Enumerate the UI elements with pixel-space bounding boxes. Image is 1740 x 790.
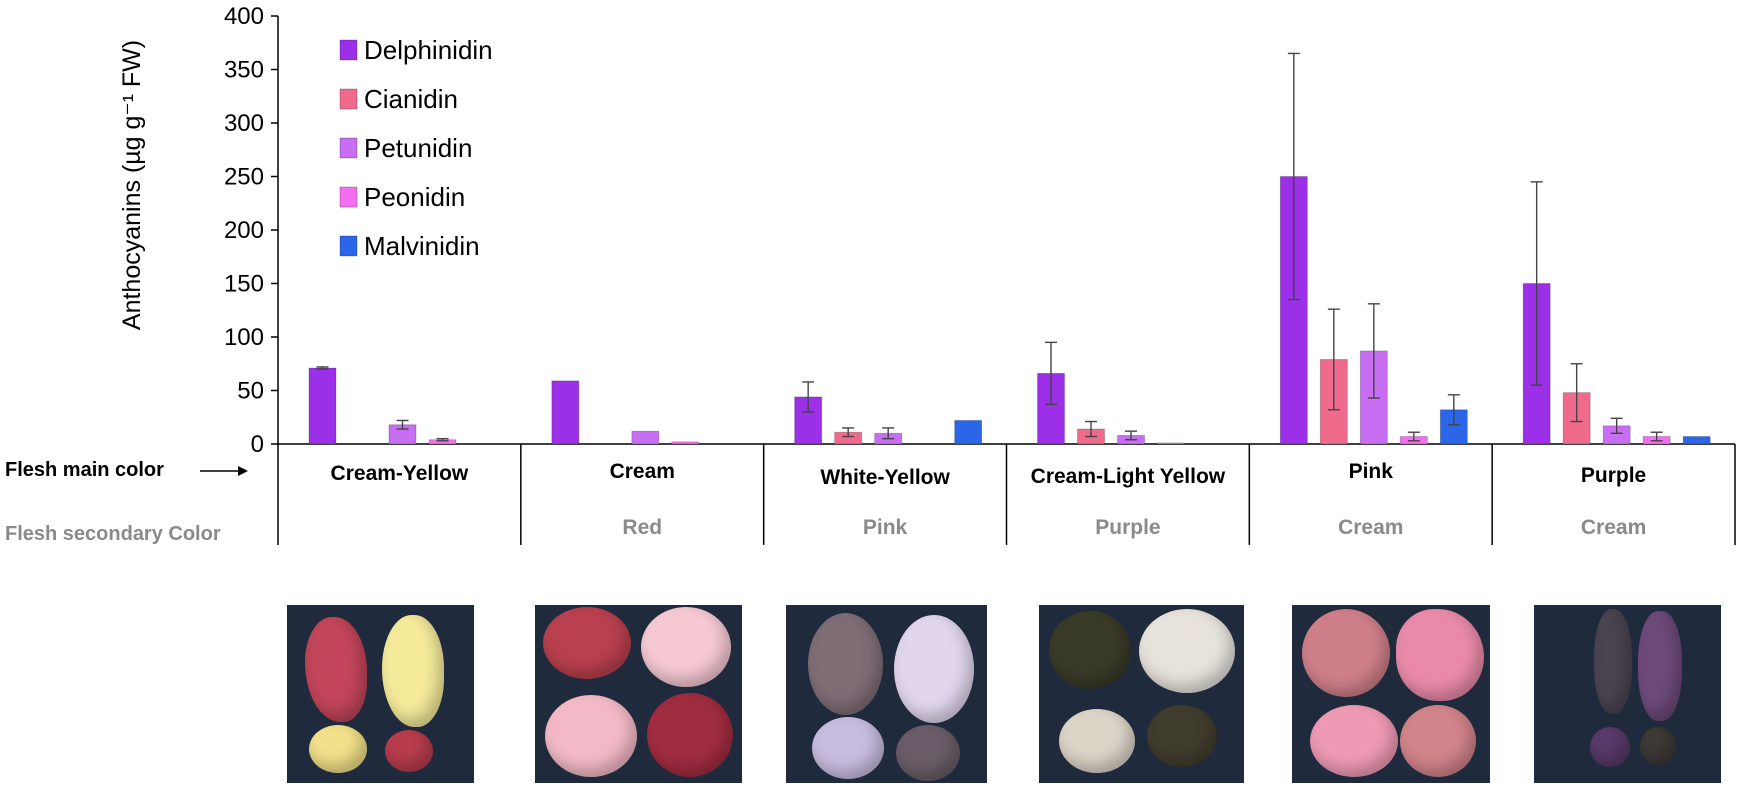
bar [1157, 442, 1185, 445]
tuber-photo [1039, 605, 1244, 783]
row-title-secondary: Flesh secondary Color [5, 523, 221, 545]
tuber-photo [1292, 605, 1490, 783]
potato-image [1302, 609, 1390, 697]
potato-image [1310, 705, 1398, 777]
legend-label: Cianidin [364, 84, 458, 114]
category-secondary-label: Pink [863, 516, 908, 539]
bar [954, 420, 983, 445]
legend-swatch [339, 235, 358, 257]
potato-image [1400, 705, 1476, 777]
category-main-label: Cream-Yellow [331, 462, 469, 485]
y-tick-label: 400 [224, 3, 264, 30]
potato-image [1590, 727, 1630, 767]
potato-image [543, 607, 631, 679]
bar [631, 430, 660, 445]
potato-image [808, 613, 883, 715]
potato-image [305, 617, 367, 722]
bar [308, 367, 337, 445]
bar [671, 441, 700, 445]
potato-image [896, 725, 960, 781]
potato-image [1396, 609, 1484, 701]
y-tick-label: 200 [224, 217, 264, 244]
tuber-photo [287, 605, 474, 783]
potato-image [894, 615, 974, 723]
legend: Delphinidin Cianidin Petunidin Peonidin Malv… [339, 35, 493, 261]
legend-swatch [339, 39, 358, 61]
potato-image [1638, 611, 1682, 721]
tuber-photo [1534, 605, 1721, 783]
y-tick-label: 0 [251, 431, 264, 458]
category-main-label: White-Yellow [820, 466, 950, 489]
legend-label: Peonidin [364, 182, 465, 212]
potato-image [385, 730, 433, 772]
legend-label: Petunidin [364, 133, 472, 163]
row-title-main: Flesh main color [5, 459, 164, 481]
category-secondary-label: Purple [1095, 516, 1160, 539]
legend-label: Delphinidin [364, 35, 493, 65]
category-main-label: Cream-Light Yellow [1031, 465, 1226, 488]
y-axis-label: Anthocyanins (µg g⁻¹ FW) [118, 40, 146, 330]
potato-image [1049, 611, 1131, 689]
potato-image [1640, 727, 1676, 765]
category-secondary-label: Cream [1581, 516, 1646, 539]
legend-swatch [339, 186, 358, 208]
potato-image [647, 693, 733, 777]
category-secondary-label: Cream [1338, 516, 1403, 539]
category-main-label: Cream [610, 460, 675, 483]
y-tick-label: 100 [224, 324, 264, 351]
potato-image [1594, 609, 1632, 714]
category-table: Cream-Yellow Cream Red White-Yellow Pink Crea… [277, 444, 1736, 545]
bar [551, 380, 580, 445]
potato-image [309, 725, 367, 773]
y-tick-label: 350 [224, 57, 264, 84]
y-tick-label: 250 [224, 164, 264, 191]
potato-image [1059, 709, 1135, 773]
y-tick-label: 50 [237, 378, 264, 405]
y-tick-label: 150 [224, 271, 264, 298]
legend-label: Malvinidin [364, 231, 480, 261]
potato-image [1139, 609, 1235, 693]
category-secondary-label: Red [622, 516, 662, 539]
category-main-label: Pink [1349, 460, 1394, 483]
potato-image [1147, 705, 1217, 767]
tuber-photo [535, 605, 742, 783]
category-main-label: Purple [1581, 464, 1646, 487]
bar [1682, 436, 1711, 445]
legend-swatch [339, 137, 358, 159]
tuber-photo [786, 605, 987, 783]
anthocyanin-bar-chart: 0 50 100 150 200 250 300 350 400 Delphinidin Cian… [5, 3, 1736, 545]
bars-group [308, 52, 1711, 445]
arrow-icon [200, 466, 248, 476]
potato-image [545, 695, 637, 777]
potato-image [382, 615, 444, 727]
legend-swatch [339, 88, 358, 110]
potato-image [812, 717, 884, 779]
y-tick-label: 300 [224, 110, 264, 137]
potato-image [641, 607, 731, 687]
